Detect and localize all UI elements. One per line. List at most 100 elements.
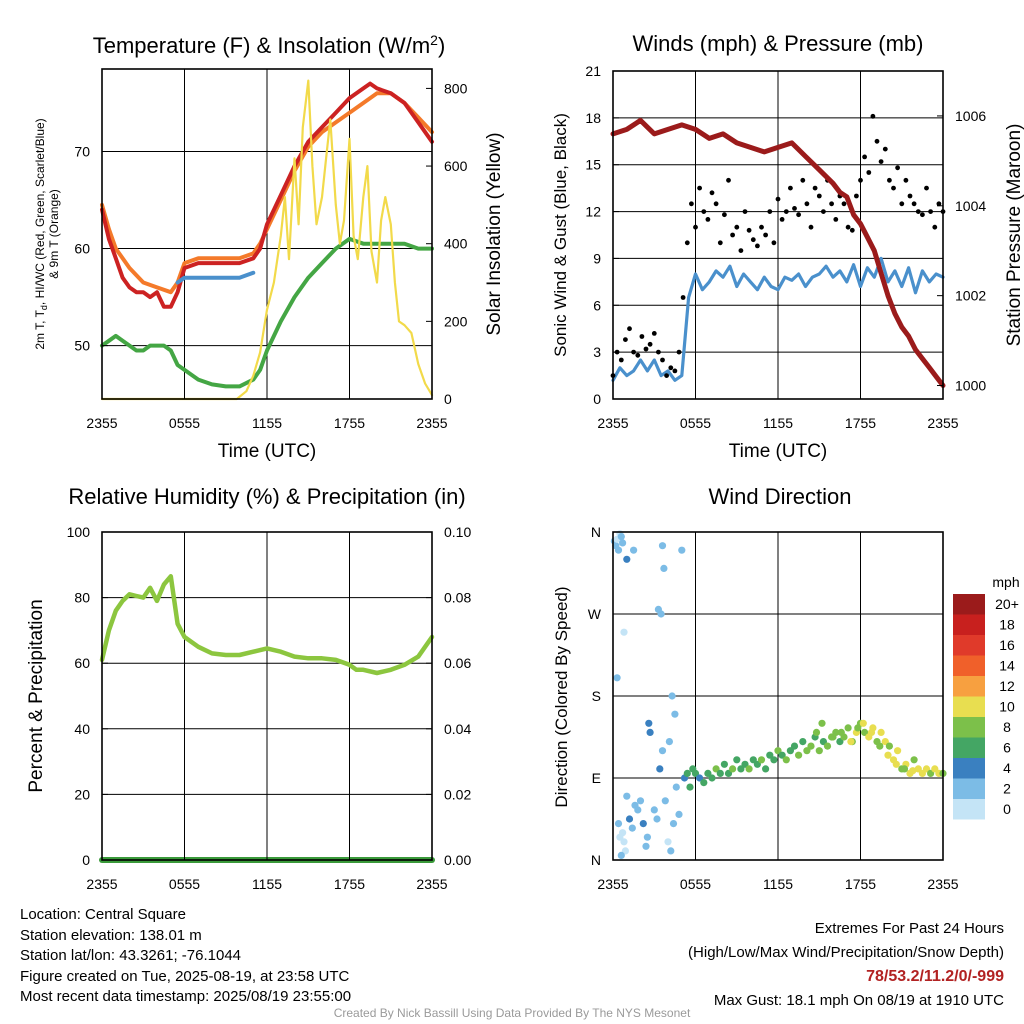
extremes-values: 78/53.2/11.2/0/-999 [866, 968, 1004, 985]
credit-line: Created By Nick Bassill Using Data Provi… [333, 1006, 691, 1020]
y-tick-label-right: 0 [444, 391, 452, 407]
y-tick-label-right: 1002 [955, 288, 986, 304]
wind-direction-point [812, 728, 821, 737]
x-tick-label: 2355 [86, 415, 117, 431]
gust-point [755, 243, 760, 249]
gust-point [845, 224, 851, 230]
gust-point [643, 346, 649, 352]
wind-direction-point [737, 765, 745, 773]
y-tick-label-left: 9 [593, 250, 601, 266]
gust-point [726, 177, 731, 183]
legend-swatch [953, 655, 985, 676]
gust-point [689, 201, 694, 207]
y-tick-label-left: 50 [74, 338, 90, 354]
y-axis-label-left-line2: & 9m T (Orange) [47, 189, 61, 279]
y-tick-label-left: 6 [593, 297, 601, 313]
wind-direction-point [876, 742, 884, 750]
y-tick-label-left: 70 [74, 144, 90, 160]
legend-label: 8 [1003, 719, 1011, 735]
gust-point [672, 368, 678, 374]
y-axis-label-part: , HI/WC (Red, Green, Scarlet/Blue) [33, 118, 47, 305]
station-info: Location: Central Square Station elevati… [20, 905, 351, 1008]
y-tick-label-left: 0 [82, 852, 90, 868]
y-tick-label-left: 60 [74, 241, 90, 257]
y-tick-label-left: E [592, 770, 601, 786]
wind-direction-point [757, 756, 766, 764]
gust-point [684, 240, 690, 246]
gust-point [915, 209, 921, 215]
gust-point [849, 227, 855, 233]
gust-point [920, 212, 925, 218]
wind-direction-point [657, 610, 665, 618]
gust-point [713, 201, 719, 207]
wind-direction-point [716, 769, 724, 778]
wind-direction-point [729, 765, 737, 773]
gust-point [722, 212, 727, 218]
wind-direction-point [661, 797, 669, 805]
wind-direction-point [658, 747, 667, 755]
legend-swatch [953, 594, 985, 615]
wind-direction-point [625, 815, 634, 823]
gust-point [730, 232, 735, 238]
legend-swatch [953, 635, 985, 656]
y-axis-label-right: Station Pressure (Maroon) [1004, 124, 1024, 347]
gust-point [759, 224, 764, 230]
legend-label: 0 [1003, 801, 1011, 817]
y-tick-label-left: 100 [67, 524, 91, 540]
x-tick-label: 1155 [252, 415, 282, 431]
wind-direction-point [712, 765, 720, 773]
chart-title: Temperature (F) & Insolation (W/m2) [93, 32, 446, 58]
panel-2-grid [612, 70, 944, 400]
y-tick-label-right: 0.02 [444, 786, 471, 802]
y-tick-label-right: 0.00 [444, 852, 471, 868]
wind-direction-point [678, 546, 686, 554]
gust-point [664, 373, 669, 378]
y-tick-label-right: 200 [444, 313, 468, 329]
legend-label: 4 [1003, 760, 1011, 776]
wind-direction-point [623, 555, 631, 563]
gust-point [821, 209, 826, 215]
y-tick-label-left: N [591, 852, 601, 868]
y-tick-label-right: 0.06 [444, 655, 471, 671]
wind-direction-point [650, 806, 658, 814]
chart-title: Winds (mph) & Pressure (mb) [633, 31, 924, 56]
wind-direction-point [795, 751, 803, 759]
gust-point [742, 209, 748, 215]
y-tick-label-left: 20 [74, 786, 90, 802]
legend-swatch [953, 737, 985, 758]
x-axis-label: Time (UTC) [218, 441, 317, 462]
legend-swatch [953, 696, 985, 717]
panel-3-grid [101, 531, 433, 861]
wind-direction-point [927, 769, 935, 778]
x-tick-label: 2355 [86, 876, 117, 892]
gust-point [635, 352, 641, 358]
wind-direction-point [620, 628, 628, 636]
gust-point [870, 113, 876, 119]
y-tick-label-left: N [591, 524, 601, 540]
gust-point [775, 196, 781, 202]
wind-direction-point [837, 728, 845, 737]
gust-point [680, 295, 686, 300]
wind-direction-point [691, 769, 700, 778]
gust-point [788, 185, 793, 191]
x-tick-label: 1155 [252, 876, 282, 892]
title-superscript: 2 [430, 32, 438, 48]
legend-label: 18 [999, 617, 1015, 633]
y-tick-label-left: 3 [593, 344, 601, 360]
station-latlon: Station lat/lon: 43.3261; -76.1044 [20, 947, 242, 964]
gust-point [891, 185, 896, 191]
gust-point [656, 349, 661, 355]
wind-direction-point [877, 728, 885, 737]
legend-label: 14 [999, 658, 1015, 674]
wind-direction-point [782, 756, 790, 764]
y-tick-label-right: 800 [444, 80, 468, 96]
gust-point [808, 224, 814, 230]
legend-title: mph [992, 574, 1019, 590]
gust-point [647, 341, 653, 347]
wind-direction-point [892, 760, 900, 768]
wind-direction-point [745, 765, 753, 773]
legend-swatch [953, 717, 985, 738]
gust-point [829, 201, 834, 207]
gust-point [750, 237, 756, 243]
y-axis-label-left: Percent & Precipitation [26, 599, 47, 792]
